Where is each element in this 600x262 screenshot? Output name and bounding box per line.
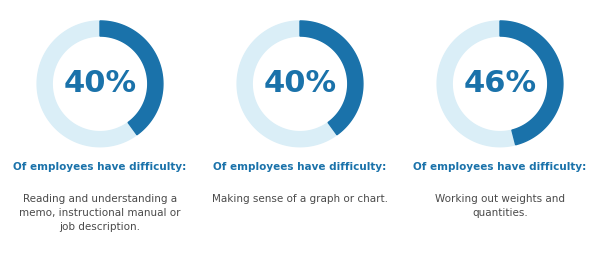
Text: Of employees have difficulty:: Of employees have difficulty: (413, 162, 587, 172)
Polygon shape (437, 21, 563, 147)
Polygon shape (500, 21, 563, 145)
Text: Working out weights and
quantities.: Working out weights and quantities. (435, 194, 565, 218)
Text: Of employees have difficulty:: Of employees have difficulty: (13, 162, 187, 172)
Text: 40%: 40% (64, 69, 137, 98)
Polygon shape (100, 21, 163, 135)
Polygon shape (237, 21, 363, 147)
Text: 46%: 46% (463, 69, 536, 98)
Text: Reading and understanding a
memo, instructional manual or
job description.: Reading and understanding a memo, instru… (19, 194, 181, 232)
Text: 40%: 40% (263, 69, 337, 98)
Polygon shape (300, 21, 363, 135)
Text: Making sense of a graph or chart.: Making sense of a graph or chart. (212, 194, 388, 204)
Polygon shape (37, 21, 163, 147)
Text: Of employees have difficulty:: Of employees have difficulty: (214, 162, 386, 172)
